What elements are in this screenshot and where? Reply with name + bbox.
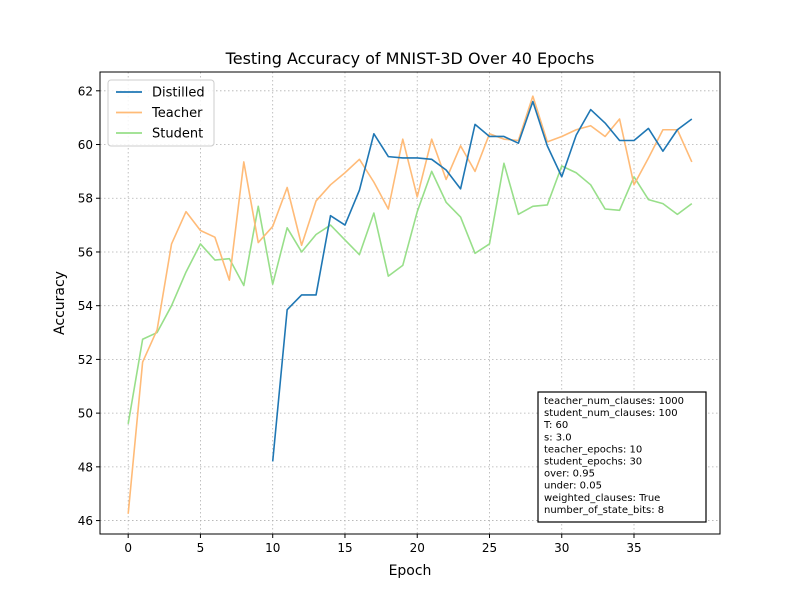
x-tick-label: 15 — [337, 541, 352, 555]
x-tick-label: 5 — [197, 541, 205, 555]
annotation-line: T: 60 — [543, 420, 568, 431]
annotation-line: student_epochs: 30 — [544, 457, 642, 468]
y-tick-label: 52 — [78, 353, 93, 367]
legend-label: Teacher — [151, 106, 203, 121]
y-tick-label: 58 — [78, 192, 93, 206]
annotation-line: weighted_clauses: True — [544, 493, 660, 504]
x-axis-label: Epoch — [389, 563, 432, 579]
y-axis-label: Accuracy — [52, 271, 68, 335]
x-tick-label: 0 — [124, 541, 132, 555]
x-tick-label: 35 — [626, 541, 641, 555]
annotation-line: teacher_num_clauses: 1000 — [544, 396, 684, 407]
y-tick-label: 46 — [78, 514, 93, 528]
y-tick-label: 56 — [78, 245, 93, 259]
x-tick-label: 25 — [482, 541, 497, 555]
y-tick-label: 48 — [78, 460, 93, 474]
y-tick-label: 54 — [78, 299, 93, 313]
legend-label: Student — [152, 127, 203, 142]
chart-title: Testing Accuracy of MNIST-3D Over 40 Epo… — [225, 49, 595, 68]
legend: Distilled Teacher Student — [108, 80, 214, 146]
annotation-line: number_of_state_bits: 8 — [544, 505, 664, 516]
y-tick-label: 60 — [78, 138, 93, 152]
x-tick-label: 20 — [410, 541, 425, 555]
annotation-line: teacher_epochs: 10 — [544, 444, 642, 455]
y-tick-label: 62 — [78, 84, 93, 98]
annotation-line: s: 3.0 — [544, 432, 572, 443]
x-tick-label: 30 — [554, 541, 569, 555]
y-tick-label: 50 — [78, 407, 93, 421]
legend-label: Distilled — [152, 86, 205, 101]
x-tick-label: 10 — [265, 541, 280, 555]
annotation-line: student_num_clauses: 100 — [544, 408, 678, 419]
annotation-line: over: 0.95 — [544, 469, 595, 480]
parameter-annotation-box: teacher_num_clauses: 1000student_num_cla… — [538, 392, 706, 522]
annotation-line: under: 0.05 — [544, 481, 602, 492]
